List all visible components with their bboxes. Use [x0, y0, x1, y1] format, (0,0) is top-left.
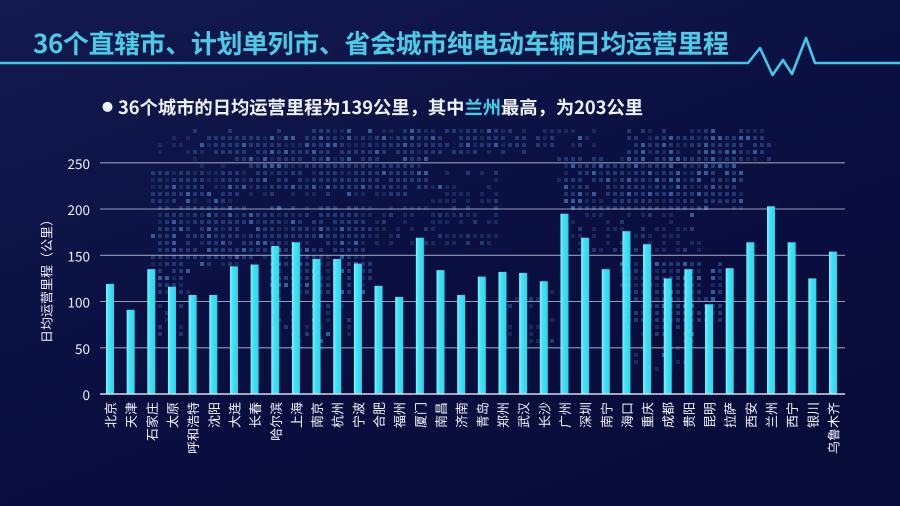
bar-天津: [126, 309, 135, 394]
x-tick-label: 大连: [224, 402, 243, 428]
x-tick-label: 拉萨: [720, 402, 739, 428]
x-tick-label: 昆明: [700, 402, 719, 428]
y-tick-label: 100: [68, 292, 90, 312]
x-tick-label: 福州: [390, 402, 409, 428]
x-tick-label: 呼和浩特: [183, 402, 202, 454]
x-tick-label: 武汉: [514, 402, 533, 428]
x-tick-label: 长春: [245, 402, 264, 428]
x-tick-label: 天津: [121, 402, 140, 428]
x-tick-label: 杭州: [328, 402, 347, 428]
bar-福州: [395, 296, 404, 394]
x-tick-label: 厦门: [410, 402, 429, 428]
x-tick-label: 长沙: [534, 402, 553, 428]
x-tick-label: 太原: [162, 402, 181, 428]
x-tick-label: 上海: [286, 402, 305, 428]
x-tick-label: 济南: [452, 402, 471, 428]
x-tick-label: 南京: [307, 402, 326, 428]
y-tick-label: 50: [75, 338, 90, 358]
bar-石家庄: [147, 269, 156, 394]
x-tick-label: 兰州: [762, 402, 781, 428]
bar-南宁: [601, 269, 610, 394]
bar-南昌: [436, 270, 445, 394]
x-tick-label: 西安: [741, 402, 760, 428]
bar-宁波: [353, 263, 362, 394]
subtitle-highlight: 兰州: [464, 94, 501, 120]
bar-大连: [229, 266, 238, 394]
x-tick-label: 海口: [617, 402, 636, 428]
bar-长春: [250, 264, 259, 394]
x-tick-label: 沈阳: [204, 402, 223, 428]
x-tick-label: 银川: [803, 402, 822, 428]
bar-深圳: [581, 237, 590, 394]
x-tick-label: 合肥: [369, 402, 388, 428]
bar-兰州: [767, 206, 776, 394]
bar-重庆: [643, 244, 652, 394]
subtitle: ● 36个城市的日均运营里程为139公里，其中兰州最高，为203公里: [102, 94, 643, 120]
bullet-icon: ●: [102, 99, 113, 115]
x-tick-label: 深圳: [576, 402, 595, 428]
x-tick-label: 广州: [555, 402, 574, 428]
bar-乌鲁木齐: [829, 251, 837, 394]
bar-南京: [312, 259, 321, 394]
bar-贵阳: [684, 269, 693, 394]
bar-海口: [622, 231, 631, 394]
bar-沈阳: [209, 295, 218, 394]
y-tick-label: 250: [68, 153, 90, 173]
y-tick-label: 200: [68, 199, 90, 219]
pulse-line-decoration: [0, 36, 900, 77]
bar-哈尔滨: [271, 246, 280, 394]
bar-杭州: [333, 259, 342, 394]
bar-银川: [808, 278, 817, 394]
x-tick-label: 南昌: [431, 402, 450, 428]
bar-太原: [167, 286, 176, 394]
title-underline-pulse: [0, 36, 900, 77]
bar-广州: [560, 213, 569, 394]
bar-合肥: [374, 285, 383, 394]
x-tick-label: 北京: [101, 402, 120, 428]
bar-拉萨: [725, 268, 734, 394]
y-tick-label: 150: [68, 245, 90, 265]
x-tick-label: 成都: [658, 402, 677, 428]
subtitle-text-after: 最高，为203公里: [501, 94, 644, 120]
bar-成都: [663, 278, 672, 394]
bar-西宁: [787, 242, 796, 394]
bar-济南: [457, 295, 466, 394]
x-tick-label: 宁波: [348, 402, 367, 428]
bar-北京: [106, 283, 114, 394]
bar-青岛: [477, 276, 486, 394]
x-tick-label: 石家庄: [142, 402, 161, 441]
x-tick-label: 南宁: [596, 402, 615, 428]
subtitle-text-before: 36个城市的日均运营里程为139公里，其中: [118, 94, 465, 120]
bar-郑州: [498, 271, 507, 394]
x-tick-label: 乌鲁木齐: [823, 402, 842, 454]
x-tick-label: 贵阳: [679, 402, 698, 428]
bar-呼和浩特: [188, 295, 197, 394]
bar-上海: [291, 242, 300, 394]
bar-西安: [746, 242, 755, 394]
page-title: 36个直辖市、计划单列市、省会城市纯电动车辆日均运营里程: [33, 24, 729, 61]
x-tick-label: 西宁: [782, 402, 801, 428]
bar-长沙: [539, 281, 548, 394]
y-axis-title: 日均运营里程（公里）: [37, 213, 56, 343]
x-tick-label: 青岛: [472, 402, 491, 428]
x-tick-label: 哈尔滨: [266, 402, 285, 441]
bar-昆明: [705, 304, 714, 394]
y-tick-label: 0: [83, 384, 91, 404]
x-tick-label: 郑州: [493, 402, 512, 428]
bar-厦门: [415, 237, 424, 394]
x-tick-label: 重庆: [638, 402, 657, 428]
bar-武汉: [519, 272, 528, 394]
